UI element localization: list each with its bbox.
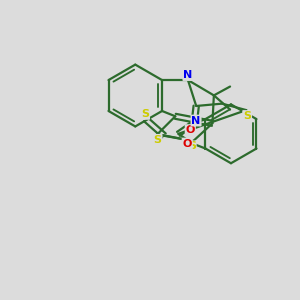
Text: S: S xyxy=(154,135,162,145)
Text: N: N xyxy=(191,116,201,126)
Text: N: N xyxy=(183,70,193,80)
Text: O: O xyxy=(186,125,195,135)
Text: S: S xyxy=(188,141,196,151)
Text: S: S xyxy=(243,111,251,121)
Text: O: O xyxy=(182,139,192,148)
Text: S: S xyxy=(141,109,149,119)
